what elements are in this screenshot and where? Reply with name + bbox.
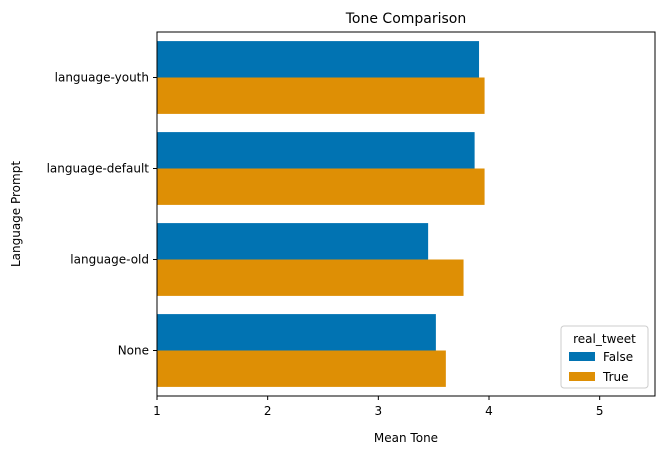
legend-swatch-true <box>569 372 595 381</box>
chart-title: Tone Comparison <box>345 11 467 27</box>
bar-none-false <box>157 314 436 351</box>
legend: real_tweet False True <box>560 325 649 389</box>
x-axis-label: Mean Tone <box>374 431 438 445</box>
y-tick-label: language-youth <box>55 71 149 85</box>
bar-language-youth-false <box>157 41 480 78</box>
x-tick-label: 1 <box>153 404 161 418</box>
legend-title: real_tweet <box>573 332 636 346</box>
y-axis: language-youth language-default language-o… <box>47 71 157 358</box>
y-tick-label: language-old <box>70 253 149 267</box>
x-axis: 1 2 3 4 5 <box>153 396 603 418</box>
legend-swatch-false <box>569 352 595 361</box>
bars-group <box>157 41 485 387</box>
legend-label-true: True <box>602 370 629 384</box>
x-tick-label: 3 <box>375 404 383 418</box>
y-tick-label: None <box>118 344 149 358</box>
legend-label-false: False <box>603 350 633 364</box>
bar-language-old-true <box>157 259 464 296</box>
y-axis-label: Language Prompt <box>9 161 23 267</box>
y-tick-label: language-default <box>47 162 150 176</box>
bar-language-youth-true <box>157 77 485 114</box>
bar-none-true <box>157 350 446 387</box>
bar-language-default-true <box>157 168 485 205</box>
x-tick-label: 4 <box>485 404 493 418</box>
bar-language-old-false <box>157 223 429 260</box>
bar-language-default-false <box>157 132 475 169</box>
plot-frame <box>156 31 656 397</box>
x-tick-label: 2 <box>264 404 272 418</box>
x-tick-label: 5 <box>596 404 604 418</box>
